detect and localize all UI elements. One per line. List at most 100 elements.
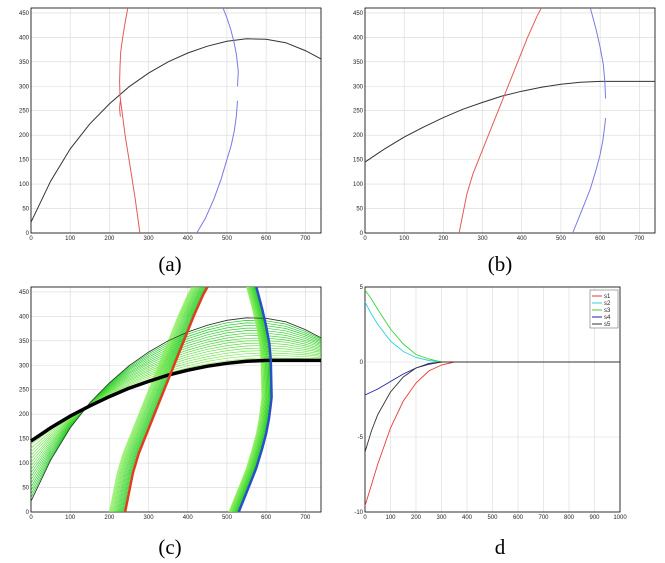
- x-tick-label: 100: [399, 236, 410, 242]
- series-line-curve-3: [123, 286, 209, 513]
- caption-d: d: [494, 535, 506, 559]
- y-tick-label: 200: [19, 412, 30, 418]
- series-line-curve-1: [30, 38, 322, 223]
- iteration-curve: [234, 286, 269, 513]
- plot-frame: [364, 7, 656, 234]
- x-tick-label: 900: [589, 515, 600, 521]
- iteration-curve: [112, 286, 196, 513]
- series-line-curve-3: [119, 98, 122, 117]
- iteration-curve: [115, 286, 199, 513]
- x-tick-label: 500: [487, 515, 498, 521]
- iteration-curve: [232, 286, 267, 513]
- y-tick-label: 100: [19, 182, 30, 188]
- chart-c: 0 100 200 300 400 500 600 700 0 50 100 150 200 250 300…: [19, 286, 322, 521]
- legend-label-s2: s2: [604, 301, 611, 307]
- series-line-curve-1: [30, 317, 322, 502]
- iteration-curve: [232, 286, 266, 513]
- x-tick-label: 700: [634, 236, 645, 242]
- y-tick-label: 250: [353, 109, 364, 115]
- series-line-curve-4: [589, 7, 607, 99]
- x-tick-label: 700: [538, 515, 549, 521]
- y-tick-label: 250: [19, 388, 30, 394]
- x-tick-label: 800: [564, 515, 575, 521]
- x-tick-label: 100: [65, 515, 76, 521]
- grid: [364, 8, 655, 234]
- y-tick-label: 450: [19, 11, 30, 17]
- y-tick-label: 50: [22, 207, 29, 213]
- iteration-curve: [30, 357, 322, 445]
- x-tick-label: 600: [261, 236, 272, 242]
- y-tick-label: 400: [19, 314, 30, 320]
- x-tick-label: 200: [411, 515, 422, 521]
- iteration-curve: [122, 286, 206, 513]
- iteration-curve: [236, 286, 271, 513]
- iteration-curve: [30, 352, 322, 452]
- y-tick-label: 350: [19, 339, 30, 345]
- plot-frame: [364, 286, 621, 513]
- legend-label-s4: s4: [604, 315, 611, 321]
- panel-c: 0 100 200 300 400 500 600 700 0 50 100 150 200 250 300…: [19, 286, 322, 521]
- y-tick-label: 450: [19, 290, 30, 296]
- x-tick-label: 300: [144, 236, 155, 242]
- y-tick-label: 150: [353, 158, 364, 164]
- series-line-curve-2: [458, 7, 542, 234]
- x-tick-label: 600: [595, 236, 606, 242]
- x-tick-label: 1000: [613, 515, 627, 521]
- y-tick-label: 300: [353, 84, 364, 90]
- caption-b: (b): [487, 252, 513, 276]
- x-tick-label: 700: [300, 236, 311, 242]
- y-tick-label: 0: [26, 510, 30, 516]
- x-tick-label: 500: [556, 236, 567, 242]
- panel-a: 0 100 200 300 400 500 600 700 0 50 100 150 200 250 300…: [19, 7, 322, 242]
- series-line-curve-1: [364, 80, 655, 163]
- y-tick-label: 350: [353, 60, 364, 66]
- y-tick-label: 50: [22, 486, 29, 492]
- y-tick-label: 200: [19, 133, 30, 139]
- iteration-curve: [116, 286, 200, 513]
- chart-d: 0 100 200 300 400 500 600 700 800 900 1000 -10 -5 0 5 s…: [354, 285, 627, 521]
- grid: [364, 286, 621, 513]
- x-tick-label: 400: [183, 515, 194, 521]
- chart-a: 0 100 200 300 400 500 600 700 0 50 100 150 200 250 300…: [19, 7, 322, 242]
- x-tick-label: 500: [222, 236, 233, 242]
- y-tick-label: 300: [19, 363, 30, 369]
- x-tick-label: 0: [363, 515, 367, 521]
- iteration-curve: [123, 286, 207, 513]
- x-tick-label: 100: [385, 515, 396, 521]
- panel-b: 0 100 200 300 400 500 600 700 0 50 100 150 200 250 300…: [353, 7, 656, 242]
- plot-frame: [30, 7, 322, 234]
- x-tick-label: 300: [436, 515, 447, 521]
- iteration-curve: [236, 286, 270, 513]
- iteration-curve: [121, 286, 205, 513]
- iteration-curve: [110, 286, 194, 513]
- iteration-curve: [234, 286, 268, 513]
- iteration-curve: [118, 286, 202, 513]
- grid: [30, 8, 321, 234]
- series-line-s5: [364, 361, 620, 453]
- x-tick-label: 600: [513, 515, 524, 521]
- iteration-curve: [117, 286, 201, 513]
- iteration-curve: [120, 286, 204, 513]
- y-tick-label: 350: [19, 60, 30, 66]
- iteration-curve: [111, 286, 195, 513]
- iteration-curve: [229, 286, 264, 513]
- iteration-curve: [109, 286, 193, 513]
- legend-label-s1: s1: [604, 294, 611, 300]
- x-tick-label: 400: [462, 515, 473, 521]
- iteration-curve: [114, 286, 198, 513]
- legend-label-s5: s5: [604, 322, 611, 328]
- y-tick-label: 5: [360, 285, 364, 291]
- y-tick-label: 450: [353, 11, 364, 17]
- iteration-curve: [119, 286, 203, 513]
- x-tick-label: 0: [29, 236, 33, 242]
- series-line-curve-3: [572, 118, 607, 234]
- chart-b: 0 100 200 300 400 500 600 700 0 50 100 150 200 250 300…: [353, 7, 656, 242]
- x-tick-label: 0: [29, 515, 33, 521]
- series-line-curve-4: [237, 286, 273, 513]
- x-tick-label: 0: [363, 236, 367, 242]
- x-tick-label: 300: [478, 236, 489, 242]
- iteration-curve: [231, 286, 266, 513]
- iteration-curve: [233, 286, 268, 513]
- series-line-curve-5: [196, 100, 238, 234]
